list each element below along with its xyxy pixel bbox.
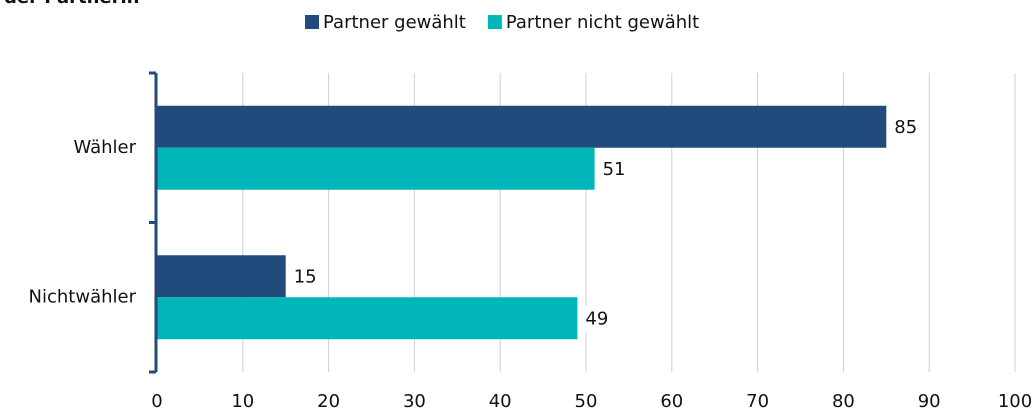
chart-title: der Partnerin <box>4 0 139 8</box>
x-tick-label: 70 <box>746 391 769 412</box>
x-tick-label: 30 <box>403 391 426 412</box>
y-tick-label: Nichtwähler <box>29 286 137 307</box>
y-tick-label: Wähler <box>73 137 136 158</box>
value-label: 49 <box>585 308 608 329</box>
x-tick-label: 80 <box>832 391 855 412</box>
value-label: 15 <box>294 266 317 287</box>
x-tick-label: 100 <box>998 391 1032 412</box>
legend-label: Partner gewählt <box>323 12 466 33</box>
x-tick-label: 0 <box>151 391 162 412</box>
x-tick-label: 10 <box>231 391 254 412</box>
value-label-bg <box>890 114 922 140</box>
x-tick-label: 40 <box>489 391 512 412</box>
x-tick-label: 60 <box>660 391 683 412</box>
value-label-bg <box>289 264 321 290</box>
value-label-bg <box>581 306 613 332</box>
x-tick-label: 50 <box>575 391 598 412</box>
x-tick-label: 90 <box>918 391 941 412</box>
value-label: 85 <box>894 117 917 138</box>
bar <box>157 255 286 298</box>
value-label-bg <box>598 156 630 182</box>
legend-swatch <box>487 15 502 29</box>
bar <box>157 297 578 340</box>
bar <box>157 105 887 148</box>
legend-swatch <box>305 15 319 29</box>
legend-label: Partner nicht gewählt <box>506 12 699 33</box>
x-tick-label: 20 <box>317 391 340 412</box>
bar <box>157 147 595 190</box>
value-label: 51 <box>603 159 626 180</box>
